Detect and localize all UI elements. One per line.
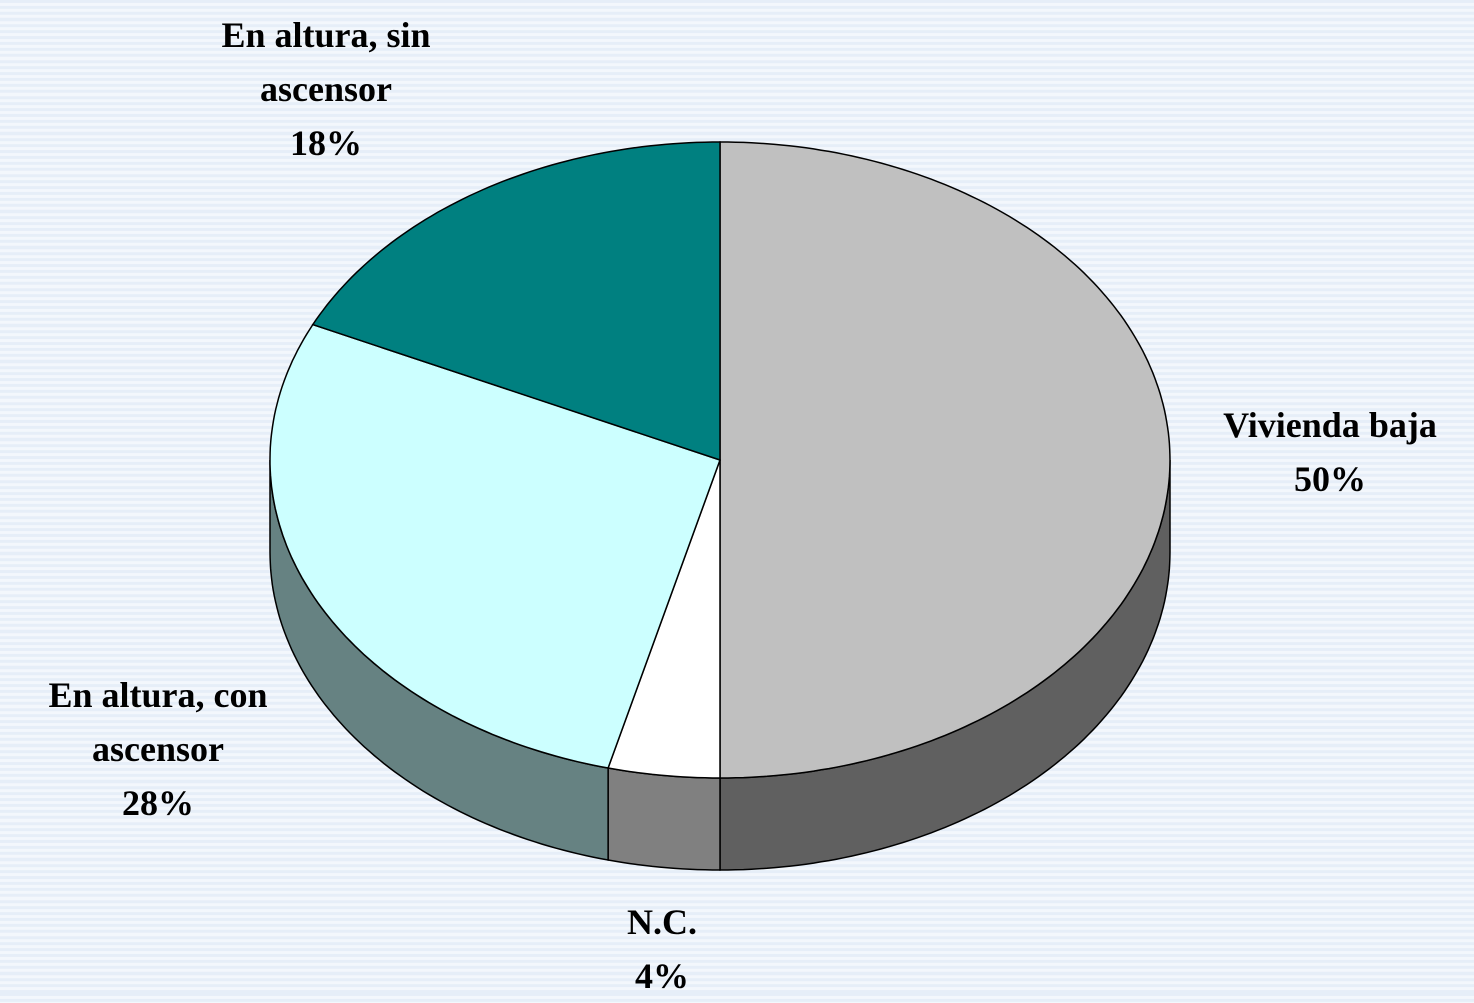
slice-label: En altura, sin ascensor 18% bbox=[166, 8, 486, 170]
slice bbox=[269, 323, 721, 769]
slice bbox=[607, 459, 721, 779]
slice bbox=[311, 141, 721, 462]
value-label: 28% bbox=[122, 783, 194, 823]
category-label: En altura, sin ascensor bbox=[221, 15, 431, 109]
slice-label: N.C. 4% bbox=[582, 895, 742, 1003]
slice bbox=[719, 141, 1171, 779]
slice-label: En altura, con ascensor 28% bbox=[0, 668, 318, 830]
value-label: 50% bbox=[1294, 459, 1366, 499]
value-label: 4% bbox=[635, 956, 689, 996]
slice-side bbox=[607, 767, 721, 871]
category-label: Vivienda baja bbox=[1223, 405, 1437, 445]
category-label: N.C. bbox=[627, 902, 697, 942]
category-label: En altura, con ascensor bbox=[48, 675, 268, 769]
value-label: 18% bbox=[290, 123, 362, 163]
slice-label: Vivienda baja 50% bbox=[1180, 398, 1474, 506]
